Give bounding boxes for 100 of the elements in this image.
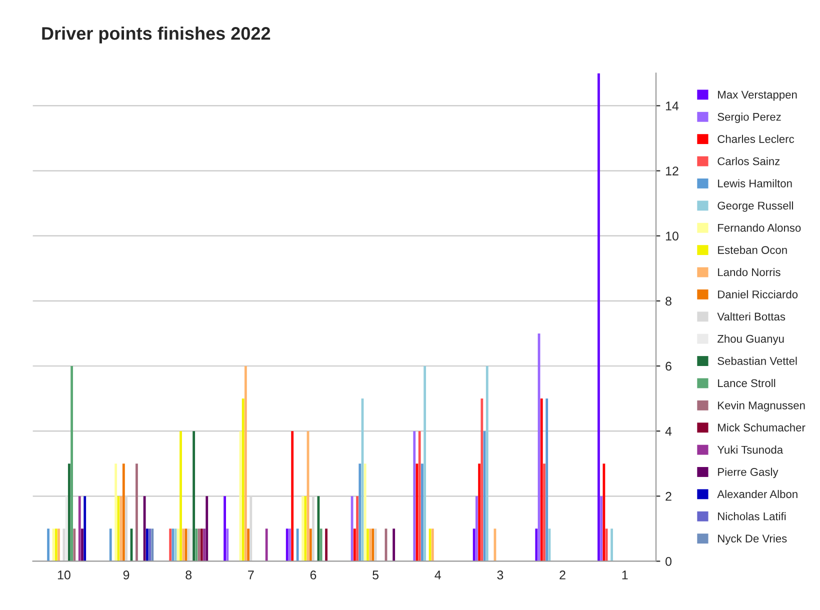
bar — [472, 528, 476, 562]
legend-label: Pierre Gasly — [718, 468, 778, 478]
bar — [364, 464, 366, 562]
bar — [543, 464, 546, 562]
x-tick-label: 3 — [497, 570, 504, 580]
bar — [73, 528, 76, 562]
legend-label: Yuki Tsunoda — [717, 446, 784, 454]
bar — [486, 366, 488, 562]
bar — [369, 528, 372, 562]
bar — [47, 528, 50, 562]
bar — [187, 528, 190, 562]
legend-label: Mick Schumacher — [718, 423, 806, 432]
bar — [610, 528, 613, 562]
x-tick-label: 9 — [123, 570, 130, 580]
bar — [78, 496, 81, 562]
bar — [302, 496, 304, 562]
bar — [151, 528, 154, 562]
legend-label: Fernando Alonso — [718, 224, 801, 232]
bar — [70, 366, 73, 562]
bar — [475, 496, 478, 562]
bar — [250, 496, 252, 562]
legend-label: Carlos Sainz — [718, 157, 780, 166]
legend-label: Alexander Albon — [717, 490, 798, 498]
bar — [136, 464, 138, 562]
bar — [602, 464, 606, 562]
bar — [304, 496, 307, 562]
bar — [200, 528, 203, 562]
bar — [172, 528, 174, 562]
y-tick-label: 8 — [666, 296, 672, 306]
bar — [265, 528, 268, 562]
x-tick-label: 4 — [434, 570, 441, 580]
bar — [312, 496, 314, 562]
bar — [546, 398, 548, 562]
y-tick-label: 14 — [666, 102, 679, 110]
bar — [182, 528, 185, 562]
bar — [81, 528, 84, 562]
bar — [320, 528, 322, 562]
bar — [296, 528, 299, 562]
bar — [122, 464, 125, 562]
legend-label: Lance Stroll — [718, 378, 776, 388]
legend-label: Zhou Guanyu — [718, 334, 784, 345]
bar — [291, 431, 294, 562]
bar — [84, 496, 86, 562]
bar — [114, 464, 118, 562]
bar — [247, 528, 250, 562]
bar — [353, 528, 356, 562]
bar — [109, 528, 112, 562]
bar — [598, 73, 600, 562]
chart-title: Driver points finishes 2022 — [42, 26, 270, 44]
x-tick-label: 8 — [186, 570, 192, 580]
legend-label: Nicholas Latifi — [718, 512, 786, 520]
bar — [431, 528, 434, 562]
bar — [195, 528, 198, 562]
y-tick-label: 0 — [666, 557, 672, 566]
bar — [176, 528, 180, 562]
y-tick-label: 4 — [665, 426, 672, 436]
bar — [244, 366, 247, 562]
bar — [605, 528, 608, 562]
bar — [372, 528, 374, 562]
bar — [392, 528, 396, 562]
bar — [148, 528, 151, 562]
bar — [206, 496, 208, 562]
bar — [288, 528, 291, 562]
bar — [203, 528, 206, 562]
legend-label: Lando Norris — [718, 268, 780, 276]
y-tick-label: 2 — [666, 492, 672, 501]
bar — [356, 496, 358, 562]
bar — [374, 528, 377, 562]
bar — [478, 464, 481, 562]
bar — [424, 366, 426, 562]
bar — [366, 528, 369, 562]
bar — [600, 496, 603, 562]
bar — [325, 528, 328, 562]
bar — [418, 431, 421, 562]
x-tick-label: 1 — [622, 570, 628, 580]
x-tick-label: 10 — [58, 570, 70, 580]
bar — [190, 528, 192, 562]
bar — [350, 496, 354, 562]
bar — [58, 528, 60, 562]
y-tick-label: 6 — [666, 362, 672, 371]
bar — [540, 398, 543, 562]
bar — [421, 464, 424, 562]
y-tick-label: 10 — [666, 232, 678, 241]
bar — [54, 528, 58, 562]
bar — [480, 398, 484, 562]
legend-label: Sebastian Vettel — [718, 356, 797, 365]
legend-label: Esteban Ocon — [718, 246, 787, 254]
bar — [286, 528, 288, 562]
legend-label: Lewis Hamilton — [718, 179, 792, 188]
bar — [224, 496, 226, 562]
bar — [192, 431, 196, 562]
bar — [143, 496, 146, 562]
x-tick-label: 5 — [372, 570, 379, 580]
legend-label: Kevin Magnussen — [718, 401, 805, 412]
legend-label: Daniel Ricciardo — [718, 290, 798, 298]
bar — [68, 464, 70, 562]
bar — [358, 464, 362, 562]
bar — [226, 528, 229, 562]
bar — [120, 496, 122, 562]
bar — [125, 496, 128, 562]
